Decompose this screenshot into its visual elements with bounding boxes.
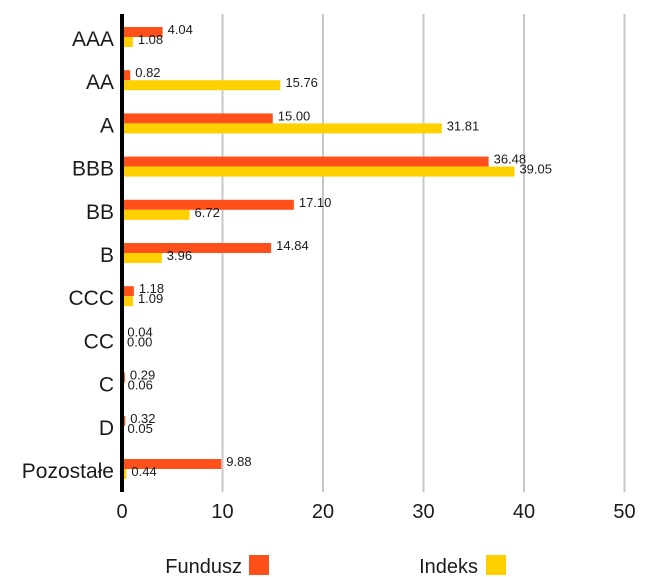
category-label: AA — [86, 71, 114, 94]
data-label-fundusz: 0.82 — [135, 65, 160, 80]
category-label: A — [100, 114, 114, 137]
x-tick-labels: 0 10 20 30 40 50 — [116, 501, 635, 523]
bar-indeks — [122, 123, 442, 134]
data-label-fundusz: 14.84 — [276, 238, 309, 253]
data-label-indeks: 3.96 — [167, 248, 192, 263]
bar-fundusz — [122, 286, 134, 297]
bar-indeks — [122, 253, 162, 263]
legend-swatch-indeks — [486, 555, 506, 575]
legend-label-indeks: Indeks — [419, 556, 478, 577]
x-tick-label: 30 — [412, 501, 434, 523]
data-label-fundusz: 9.88 — [226, 454, 251, 469]
bar-indeks — [122, 209, 190, 220]
legend: Fundusz Indeks — [165, 555, 506, 577]
legend-swatch-fundusz — [249, 555, 269, 575]
bar-fundusz — [122, 113, 273, 124]
bar-indeks — [122, 166, 515, 177]
bar-fundusz — [122, 459, 222, 469]
bar-fundusz — [122, 243, 272, 253]
data-label-indeks: 6.72 — [195, 205, 220, 220]
category-label: BBB — [72, 158, 114, 181]
category-label: D — [99, 417, 114, 440]
grid-lines — [221, 14, 626, 492]
data-label-fundusz: 1.18 — [139, 281, 164, 296]
x-tick-label: 50 — [613, 501, 635, 523]
bar-indeks — [122, 80, 281, 91]
data-label-fundusz: 36.48 — [494, 152, 527, 167]
bar-indeks — [122, 469, 127, 479]
data-label-fundusz: 0.04 — [127, 324, 152, 339]
data-label-indeks: 0.05 — [128, 421, 153, 436]
category-label: C — [99, 374, 114, 397]
bar-fundusz — [122, 156, 489, 167]
bar-fundusz — [122, 70, 131, 81]
x-tick-label: 0 — [116, 501, 127, 523]
category-label: BB — [86, 201, 114, 224]
bar-fundusz — [122, 199, 294, 210]
data-label-indeks: 0.06 — [128, 378, 153, 393]
data-label-indeks: 1.09 — [138, 291, 163, 306]
x-tick-label: 20 — [312, 501, 334, 523]
category-label: CC — [84, 330, 114, 353]
data-label-indeks: 1.08 — [138, 32, 163, 47]
data-label-indeks: 0.44 — [131, 464, 156, 479]
category-label: AAA — [72, 28, 114, 51]
data-label-fundusz: 0.29 — [130, 368, 155, 383]
bar-indeks — [122, 296, 133, 307]
bars — [122, 27, 515, 479]
x-tick-label: 40 — [513, 501, 535, 523]
bar-fundusz — [122, 27, 163, 37]
x-tick-label: 10 — [211, 501, 233, 523]
category-label: Pozostałe — [22, 460, 114, 483]
data-label-indeks: 31.81 — [447, 118, 480, 133]
legend-label-fundusz: Fundusz — [165, 556, 242, 577]
data-label-fundusz: 4.04 — [168, 22, 193, 37]
data-label-fundusz: 15.00 — [278, 108, 311, 123]
data-label-indeks: 15.76 — [285, 75, 318, 90]
category-label: CCC — [69, 287, 115, 310]
category-label: B — [100, 244, 114, 267]
data-label-fundusz: 0.32 — [130, 411, 155, 426]
data-label-indeks: 39.05 — [519, 162, 552, 177]
data-label-indeks: 0.00 — [127, 334, 152, 349]
data-label-fundusz: 17.10 — [299, 195, 332, 210]
bar-indeks — [122, 37, 133, 47]
